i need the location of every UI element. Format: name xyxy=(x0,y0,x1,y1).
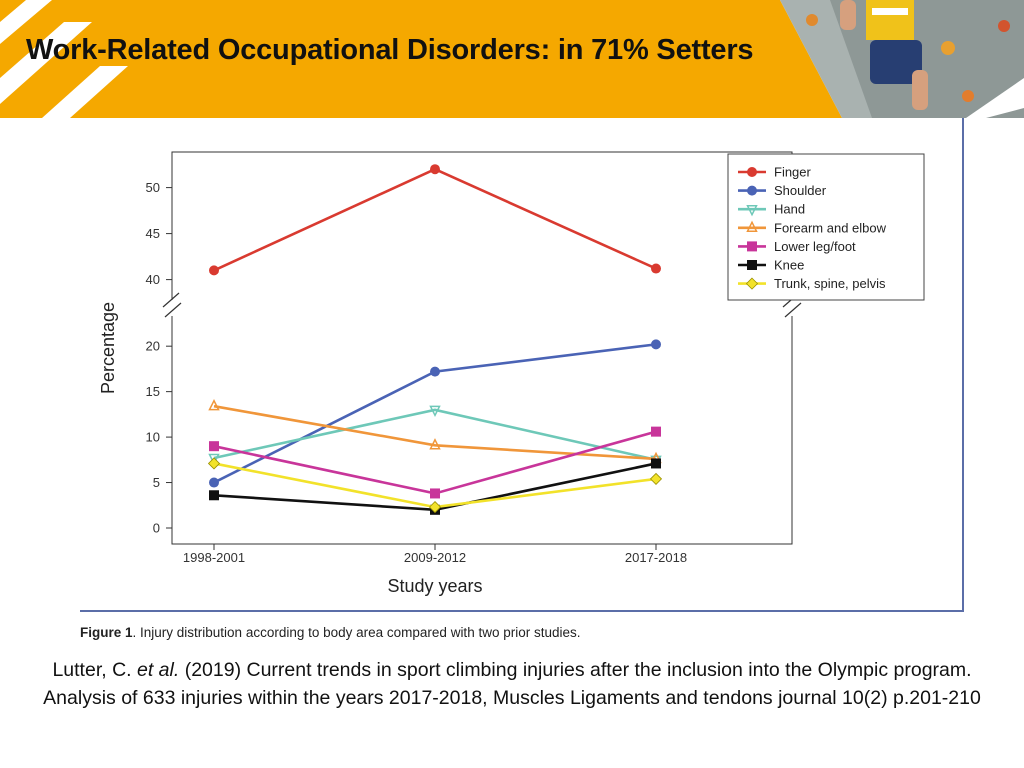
data-point xyxy=(209,265,219,276)
series-finger xyxy=(209,164,661,276)
legend-marker xyxy=(746,220,758,233)
data-point xyxy=(430,366,440,377)
wall-hold xyxy=(998,20,1010,32)
decor-stripe xyxy=(0,0,52,44)
decor-stripes-left xyxy=(0,0,128,118)
wall-hold xyxy=(806,14,818,26)
line-chart: 0 5 10 15 20 40 45 50 1998-2001 2009-2012 2017-20… xyxy=(98,151,925,596)
climber-shirt xyxy=(866,0,914,40)
data-point xyxy=(207,457,221,470)
wall-hold xyxy=(941,41,955,55)
decor-stripe xyxy=(0,22,92,104)
x-tick-label: 2009-2012 xyxy=(404,550,466,565)
reference-authors: Lutter, C. xyxy=(52,659,132,681)
data-point xyxy=(651,458,661,469)
axis-break xyxy=(162,292,802,318)
series-line xyxy=(213,343,657,484)
climber-leg xyxy=(912,70,928,110)
legend-entry: Finger xyxy=(774,165,812,180)
slide-title: Work-Related Occupational Disorders: in … xyxy=(26,34,754,66)
x-axis: 1998-2001 2009-2012 2017-2018 xyxy=(183,544,687,565)
header-banner: Work-Related Occupational Disorders: in … xyxy=(0,0,1024,118)
legend-entry: Lower leg/foot xyxy=(774,239,856,254)
data-point xyxy=(651,339,661,350)
legend-entry: Forearm and elbow xyxy=(774,220,887,235)
data-point xyxy=(430,164,440,175)
series-line xyxy=(213,404,657,461)
plot-frame xyxy=(171,151,793,545)
y-tick-label: 20 xyxy=(146,339,160,354)
legend-entry: Trunk, spine, pelvis xyxy=(774,276,886,291)
decor-stripe xyxy=(42,66,128,118)
y-tick-label: 0 xyxy=(153,521,160,536)
series-hand xyxy=(208,405,662,467)
legend-entry: Shoulder xyxy=(774,183,827,198)
data-point xyxy=(429,438,441,450)
data-point xyxy=(208,453,220,466)
climber-arm xyxy=(840,0,856,30)
data-point xyxy=(649,472,663,485)
legend-marker xyxy=(747,167,757,177)
data-point xyxy=(651,263,661,274)
figure-caption: Figure 1. Injury distribution according … xyxy=(80,625,581,640)
series-layer xyxy=(207,164,663,515)
data-point xyxy=(209,441,219,452)
series-trunk-spine-pelvis xyxy=(207,457,663,514)
data-point xyxy=(429,405,441,417)
legend-marker xyxy=(747,241,757,252)
series-forearm-and-elbow xyxy=(208,399,662,464)
y-tick-label: 15 xyxy=(146,384,160,399)
data-point xyxy=(208,399,220,411)
axis-break-slash xyxy=(784,302,802,318)
y-axis-label: Percentage xyxy=(98,302,118,394)
legend-entry: Hand xyxy=(774,202,805,217)
reference-citation: Lutter, C. et al. (2019) Current trends … xyxy=(20,656,1004,712)
axis-break-slash xyxy=(164,302,182,318)
series-lower-leg-foot xyxy=(209,426,661,499)
climber-shorts xyxy=(870,40,922,84)
data-point xyxy=(430,488,440,499)
legend-marker xyxy=(745,277,759,290)
legend-marker xyxy=(747,260,757,270)
header-graphic xyxy=(0,0,1024,118)
y-tick-label: 5 xyxy=(153,475,160,490)
legend-entry: Knee xyxy=(774,258,804,273)
caption-label: Figure 1 xyxy=(80,625,133,640)
series-line xyxy=(213,408,657,462)
legend-marker xyxy=(746,204,758,217)
chart-legend: Finger Shoulder Hand Forearm and elbow Lower… xyxy=(727,153,925,301)
y-tick-label: 10 xyxy=(146,430,160,445)
y-tick-label: 40 xyxy=(146,272,160,287)
data-point xyxy=(428,501,442,514)
axis-break-gap xyxy=(788,300,796,316)
data-point xyxy=(209,477,219,488)
x-tick-label: 2017-2018 xyxy=(625,550,687,565)
data-point xyxy=(651,426,661,437)
climber-photo xyxy=(780,0,1024,118)
reference-details: (2019) Current trends in sport climbing … xyxy=(43,659,981,709)
data-point xyxy=(209,490,219,501)
caption-text: . Injury distribution according to body … xyxy=(132,625,581,640)
x-axis-label: Study years xyxy=(387,576,482,596)
y-tick-label: 50 xyxy=(146,180,160,195)
climber-shirt-stripe xyxy=(872,8,908,15)
figure-frame xyxy=(80,118,964,612)
y-axis: 0 5 10 15 20 40 45 50 xyxy=(146,180,172,536)
series-shoulder xyxy=(209,339,661,488)
decor-stripe-right xyxy=(966,78,1024,118)
series-line xyxy=(213,167,657,272)
x-tick-label: 1998-2001 xyxy=(183,550,245,565)
reference-etal: et al. xyxy=(137,659,180,681)
wall-hold xyxy=(962,90,974,102)
y-tick-label: 45 xyxy=(146,226,160,241)
axis-break-slash xyxy=(162,292,180,308)
banner-fill xyxy=(0,0,842,118)
legend-marker xyxy=(747,185,757,196)
axis-break-gap xyxy=(168,300,176,316)
